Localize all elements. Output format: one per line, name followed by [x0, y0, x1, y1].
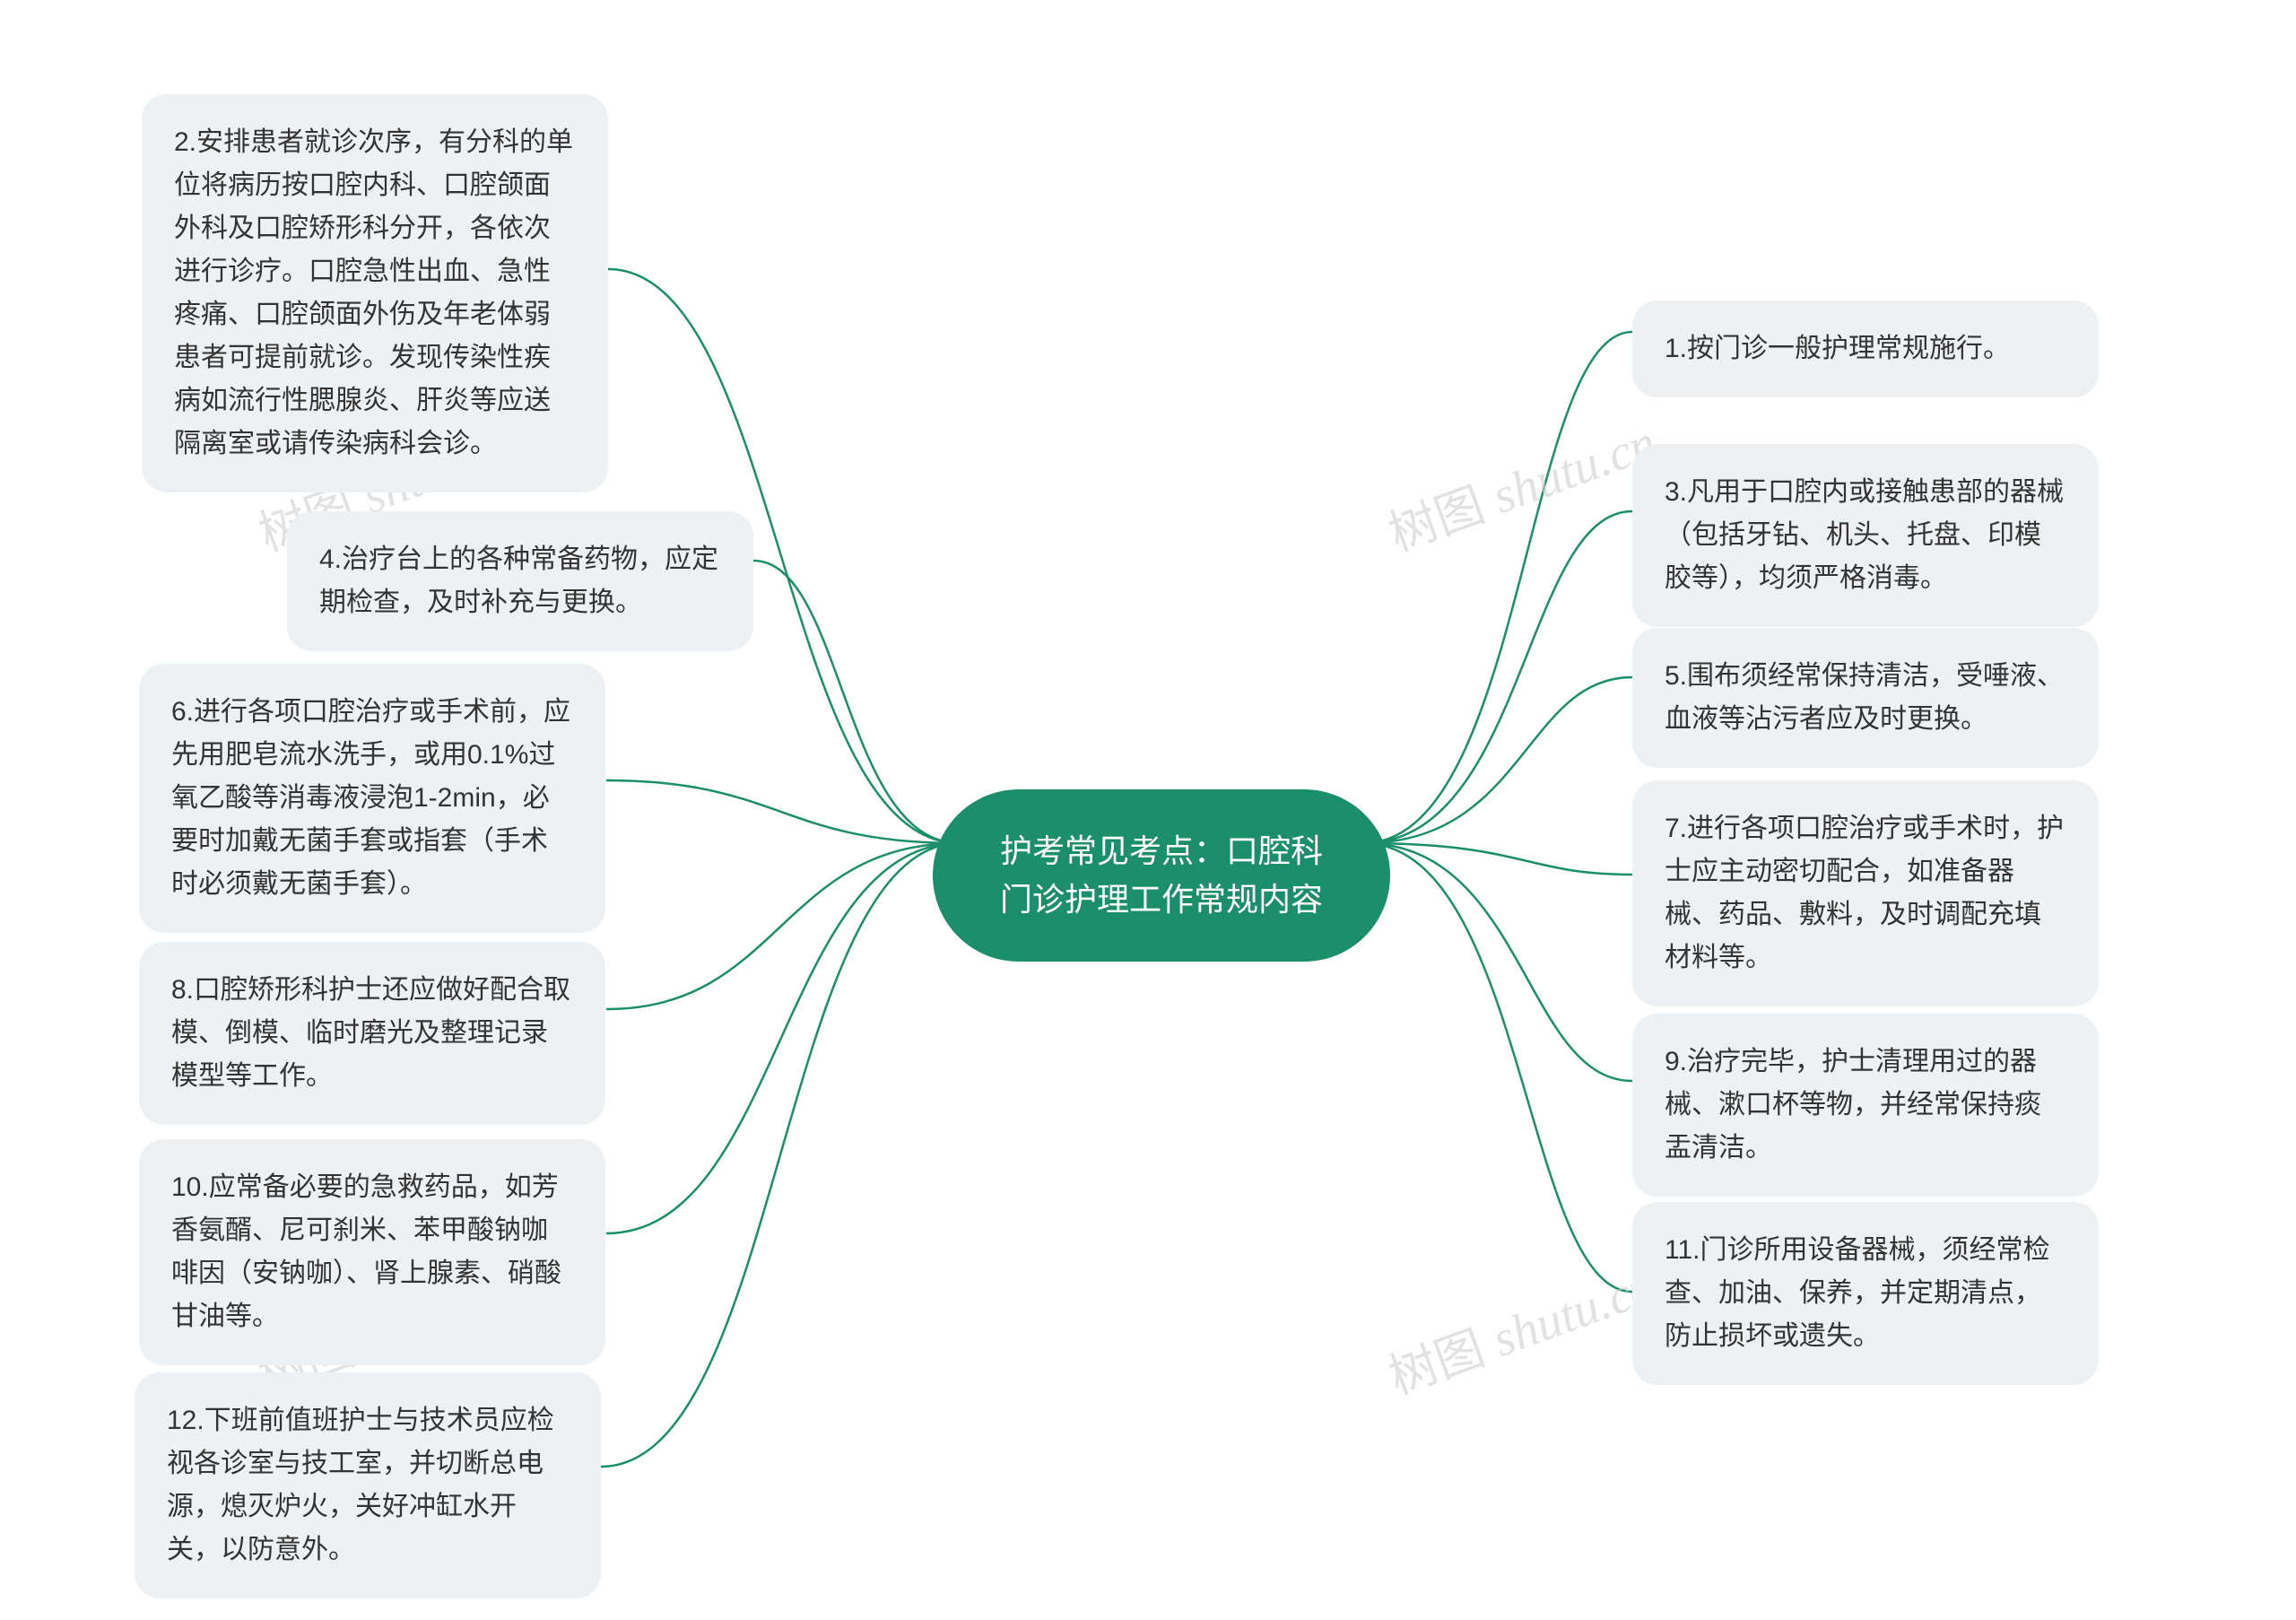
- leaf-node[interactable]: 8.口腔矫形科护士还应做好配合取模、倒模、临时磨光及整理记录模型等工作。: [139, 942, 605, 1125]
- leaf-node-text: 5.围布须经常保持清洁，受唾液、血液等沾污者应及时更换。: [1665, 661, 2064, 734]
- leaf-node[interactable]: 10.应常备必要的急救药品，如芳香氨醑、尼可刹米、苯甲酸钠咖啡因（安钠咖）、肾上…: [139, 1139, 605, 1365]
- leaf-node[interactable]: 1.按门诊一般护理常规施行。: [1632, 300, 2099, 397]
- leaf-node[interactable]: 11.门诊所用设备器械，须经常检查、加油、保养，并定期清点，防止损坏或遗失。: [1632, 1202, 2099, 1385]
- center-topic-text: 护考常见考点：口腔科门诊护理工作常规内容: [1000, 832, 1323, 918]
- center-topic[interactable]: 护考常见考点：口腔科门诊护理工作常规内容: [933, 789, 1390, 962]
- leaf-node-text: 2.安排患者就诊次序，有分科的单位将病历按口腔内科、口腔颌面外科及口腔矫形科分开…: [174, 127, 573, 458]
- leaf-node-text: 11.门诊所用设备器械，须经常检查、加油、保养，并定期清点，防止损坏或遗失。: [1665, 1235, 2049, 1351]
- edge: [1363, 843, 1632, 1081]
- edge: [1363, 677, 1632, 843]
- leaf-node[interactable]: 12.下班前值班护士与技术员应检视各诊室与技工室，并切断总电源，熄灭炉火，关好冲…: [135, 1372, 601, 1598]
- leaf-node-text: 9.治疗完毕，护士清理用过的器械、漱口杯等物，并经常保持痰盂清洁。: [1665, 1047, 2041, 1163]
- edge: [601, 843, 960, 1467]
- edge: [753, 561, 960, 843]
- leaf-node-text: 12.下班前值班护士与技术员应检视各诊室与技工室，并切断总电源，熄灭炉火，关好冲…: [167, 1406, 554, 1564]
- leaf-node-text: 4.治疗台上的各种常备药物，应定期检查，及时补充与更换。: [319, 544, 718, 617]
- leaf-node-text: 10.应常备必要的急救药品，如芳香氨醑、尼可刹米、苯甲酸钠咖啡因（安钠咖）、肾上…: [171, 1172, 561, 1331]
- leaf-node-text: 8.口腔矫形科护士还应做好配合取模、倒模、临时磨光及整理记录模型等工作。: [171, 975, 570, 1091]
- edge: [1363, 332, 1632, 843]
- leaf-node-text: 1.按门诊一般护理常规施行。: [1665, 334, 2010, 363]
- leaf-node[interactable]: 4.治疗台上的各种常备药物，应定期检查，及时补充与更换。: [287, 511, 753, 651]
- leaf-node-text: 6.进行各项口腔治疗或手术前，应先用肥皂流水洗手，或用0.1%过氧乙酸等消毒液浸…: [171, 697, 570, 899]
- leaf-node[interactable]: 5.围布须经常保持清洁，受唾液、血液等沾污者应及时更换。: [1632, 628, 2099, 768]
- edge: [1363, 511, 1632, 843]
- leaf-node-text: 7.进行各项口腔治疗或手术时，护士应主动密切配合，如准备器械、药品、敷料，及时调…: [1665, 814, 2064, 972]
- edge: [606, 843, 960, 1233]
- leaf-node[interactable]: 3.凡用于口腔内或接触患部的器械（包括牙钻、机头、托盘、印模胶等），均须严格消毒…: [1632, 444, 2099, 627]
- edge: [606, 843, 960, 1009]
- leaf-node-text: 3.凡用于口腔内或接触患部的器械（包括牙钻、机头、托盘、印模胶等），均须严格消毒…: [1665, 477, 2064, 593]
- edge: [606, 780, 960, 843]
- leaf-node[interactable]: 6.进行各项口腔治疗或手术前，应先用肥皂流水洗手，或用0.1%过氧乙酸等消毒液浸…: [139, 664, 605, 933]
- leaf-node[interactable]: 2.安排患者就诊次序，有分科的单位将病历按口腔内科、口腔颌面外科及口腔矫形科分开…: [142, 94, 608, 492]
- leaf-node[interactable]: 7.进行各项口腔治疗或手术时，护士应主动密切配合，如准备器械、药品、敷料，及时调…: [1632, 780, 2099, 1006]
- leaf-node[interactable]: 9.治疗完毕，护士清理用过的器械、漱口杯等物，并经常保持痰盂清洁。: [1632, 1014, 2099, 1197]
